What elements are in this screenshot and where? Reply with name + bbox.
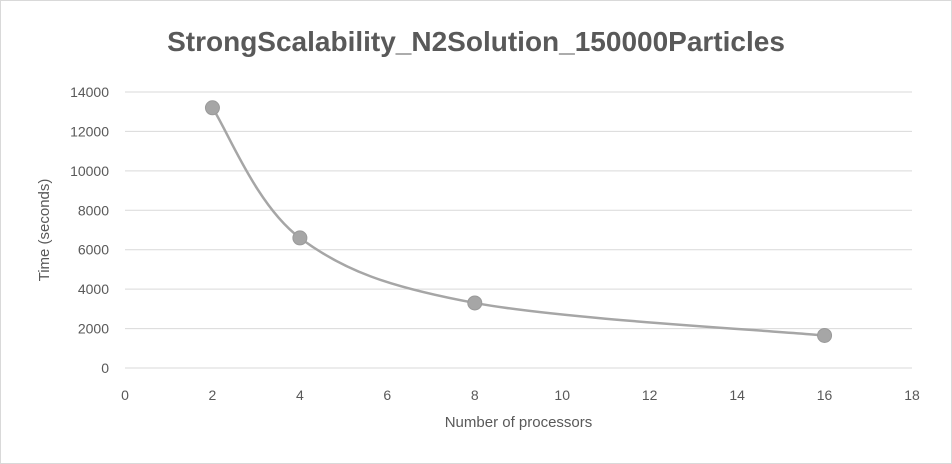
x-tick-label: 2 xyxy=(209,387,217,403)
x-tick-label: 4 xyxy=(296,387,304,403)
data-point xyxy=(292,230,308,246)
x-tick-label: 18 xyxy=(904,387,920,403)
y-tick-label: 8000 xyxy=(78,202,109,218)
y-tick-label: 14000 xyxy=(70,84,109,100)
x-tick-label: 16 xyxy=(817,387,833,403)
y-tick-label: 10000 xyxy=(70,163,109,179)
y-axis-title: Time (seconds) xyxy=(36,179,53,282)
x-axis-title: Number of processors xyxy=(445,414,593,431)
x-tick-label: 8 xyxy=(471,387,479,403)
y-tick-label: 2000 xyxy=(78,321,109,337)
data-point xyxy=(204,100,220,116)
x-tick-label: 6 xyxy=(383,387,391,403)
x-tick-label: 10 xyxy=(554,387,570,403)
y-tick-label: 0 xyxy=(101,360,109,376)
data-point xyxy=(817,327,833,343)
series-line xyxy=(211,107,825,337)
x-tick-label: 0 xyxy=(121,387,129,403)
y-tick-label: 4000 xyxy=(78,281,109,297)
grid-lines xyxy=(125,91,912,330)
x-tick-label: 12 xyxy=(642,387,658,403)
y-tick-label: 6000 xyxy=(78,242,109,258)
series-layer xyxy=(204,100,833,343)
x-tick-label: 14 xyxy=(729,387,745,403)
axes: 0 2000 4000 6000 8000 10000 12000 14000 0 2 4 6 8 10 1… xyxy=(70,84,920,403)
data-point xyxy=(467,295,483,311)
y-tick-label: 12000 xyxy=(70,123,109,139)
chart-title: StrongScalability_N2Solution_150000Parti… xyxy=(167,26,785,57)
